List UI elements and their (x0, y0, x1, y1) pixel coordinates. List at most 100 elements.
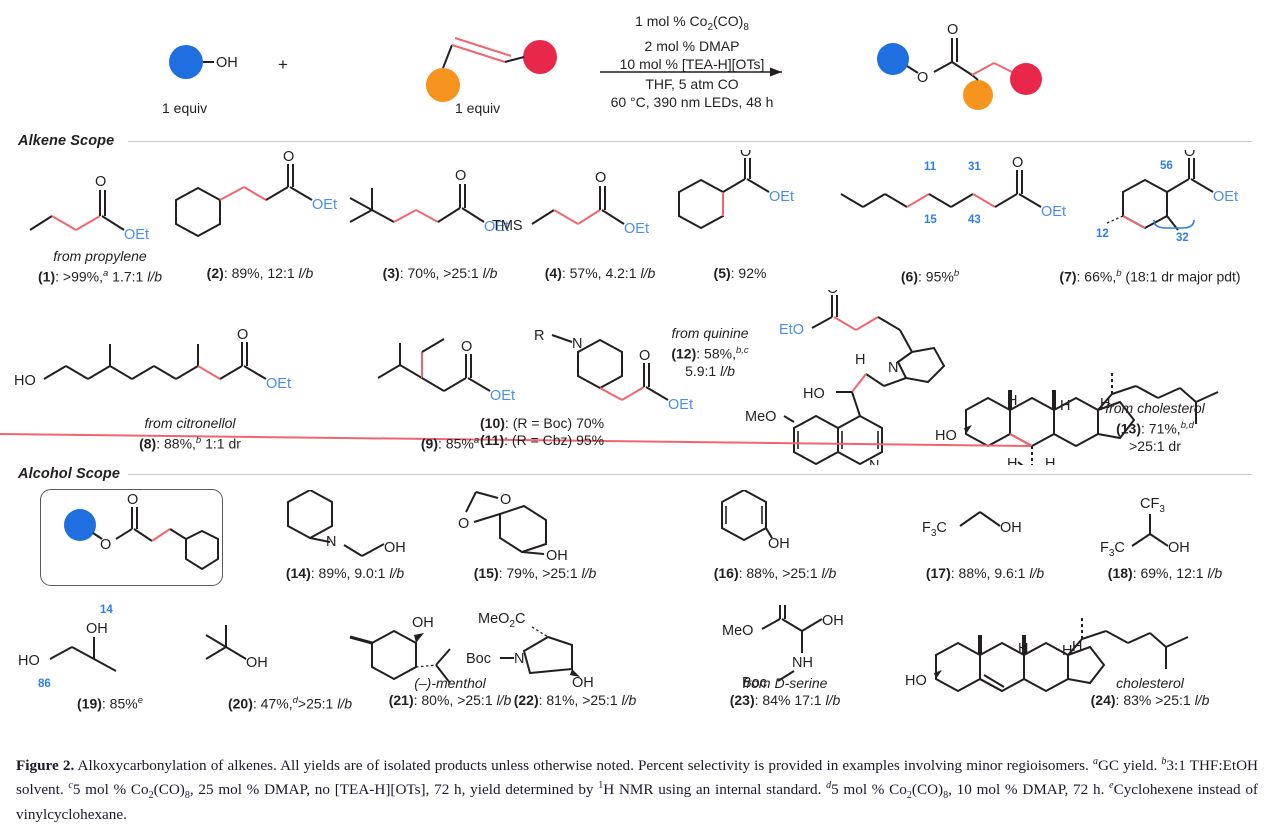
oh-label-19: OH (86, 621, 108, 637)
svg-text:O: O (639, 348, 650, 364)
n-label-22: N (514, 651, 524, 667)
structure-8: HO O OEt (14, 327, 291, 392)
oet-label-9: OEt (490, 388, 515, 404)
structure-generic-alcohol: O O (64, 492, 219, 571)
structure-2: O OEt (175, 150, 337, 238)
oet-label-5: OEt (769, 189, 794, 205)
caption-20: (20): 47%,d>25:1 l/b (227, 695, 353, 712)
cf3-label-18: CF3 (1140, 496, 1165, 515)
structure-3: O OEt (349, 168, 509, 235)
f3c-label-17: F3C (922, 520, 947, 539)
caption-21: (–)-menthol (21): 80%, >25:1 l/b (388, 675, 512, 708)
caption-19: (19): 85%e (76, 695, 144, 712)
caption-3: (3): 70%, >25:1 l/b (382, 265, 498, 281)
oh-label-18: OH (1168, 540, 1190, 556)
tms-label: TMS (492, 218, 523, 234)
condition-line-2: 2 mol % DMAP (644, 37, 740, 54)
oet-label-10: OEt (668, 397, 693, 413)
section-label-alcohol: Alcohol Scope (18, 466, 121, 482)
svg-text:O: O (283, 150, 294, 165)
oet-label-4: OEt (624, 221, 649, 237)
ho-label-8: HO (14, 373, 36, 389)
figure-title: Alkoxycarbonylation of alkenes. (77, 757, 277, 775)
meo-label-23: MeO (722, 623, 753, 639)
boc-label-23: Boc (742, 675, 767, 691)
svg-text:O: O (95, 174, 106, 190)
section-rule-alcohol (128, 474, 1252, 475)
alcohol-row-2: HO OH OH OH MeO2C Boc N OH MeO (18, 605, 1189, 693)
conditions-above: 1 mol % Co2(CO)8 2 mol % DMAP 10 mol % [… (572, 12, 812, 73)
oet-label-1: OEt (124, 227, 149, 243)
caption-4: (4): 57%, 4.2:1 l/b (544, 265, 656, 281)
red-sphere-alkene (523, 40, 557, 74)
structure-23: MeO OH NH Boc (722, 605, 844, 691)
ho-label-13: HO (935, 428, 957, 444)
structure-24: HO H H H (905, 617, 1189, 693)
ho-label-19: HO (18, 653, 40, 669)
n-label-quin: N (888, 360, 898, 376)
oh-label-15: OH (546, 548, 568, 564)
blue-sphere-product (877, 43, 909, 75)
svg-text:O: O (458, 516, 469, 532)
condition-line-3: 10 mol % [TEA-H][OTs] (619, 55, 765, 72)
ho-label-12: HO (803, 386, 825, 402)
caption-2: (2): 89%, 12:1 l/b (206, 265, 314, 281)
svg-text:H: H (1060, 398, 1070, 414)
svg-text:O: O (127, 492, 138, 508)
blue-sphere-generic (64, 509, 96, 541)
caption-13: from cholesterol (13): 71%,b,d >25:1 dr (1105, 400, 1205, 454)
reaction-scheme: OH + O O (169, 22, 1042, 110)
selectivity-7-b: 12 (1096, 228, 1109, 240)
structure-20: OH (205, 625, 268, 671)
alkene-row-2: HO O OEt O OEt R N (0, 290, 1219, 465)
svg-text:H: H (1007, 456, 1017, 465)
caption-12: from quinine (12): 58%,b,c 5.9:1 l/b (671, 325, 749, 379)
selectivity-7-a: 56 (1160, 160, 1173, 172)
h-label-quin: H (855, 352, 865, 368)
oet-label-3: OEt (484, 219, 509, 235)
caption-22: (22): 81%, >25:1 l/b (513, 692, 637, 708)
structure-17: F3C OH (922, 511, 1022, 539)
structure-14: N OH (287, 490, 406, 557)
caption-9: (9): 85%a (420, 435, 480, 452)
caption-17: (17): 88%, 9.6:1 l/b (925, 565, 1045, 581)
selectivity-6-c: 15 (924, 214, 937, 226)
structure-1: O OEt (29, 174, 149, 243)
structure-10-11: R N O OEt (534, 328, 693, 413)
caption-14: (14): 89%, 9.0:1 l/b (285, 565, 405, 581)
oh-label-20: OH (246, 655, 268, 671)
eto-label-12: EtO (779, 322, 804, 338)
oh-label-14: OH (384, 540, 406, 556)
structure-4: TMS O OEt (492, 170, 649, 237)
selectivity-19-a: 14 (100, 604, 113, 616)
caption-6: (6): 95%b (900, 268, 960, 285)
caption-7: (7): 66%,b (18:1 dr major pdt) (1059, 268, 1241, 285)
n-label-14: N (326, 534, 336, 550)
structure-12-quinine: EtO O N H HO N MeO (745, 290, 946, 465)
generic-product-box (40, 489, 223, 586)
svg-text:H: H (1100, 396, 1110, 412)
structure-15: O O OH (458, 491, 568, 564)
equiv-right: 1 equiv (455, 100, 501, 116)
svg-text:O: O (1184, 150, 1195, 160)
alcohol-oh-label: OH (216, 55, 238, 71)
orange-sphere-product (963, 80, 993, 110)
svg-text:O: O (740, 150, 751, 160)
svg-text:O: O (461, 339, 472, 355)
oh-label-16: OH (768, 536, 790, 552)
svg-text:O: O (500, 492, 511, 508)
structure-21: OH (349, 615, 451, 684)
oh-label-22: OH (572, 675, 594, 691)
n-label-pip: N (572, 336, 582, 352)
structure-13-cholesterol: HO H H H H H EtO O (0, 372, 1219, 465)
caption-1: from propylene (1)(1): >99%,: >99%,a 1.7… (37, 248, 163, 285)
caption-18: (18): 69%, 12:1 l/b (1107, 565, 1223, 581)
product-ester-o: O (917, 70, 928, 86)
plus-sign: + (278, 55, 288, 74)
boc-label-22: Boc (466, 651, 491, 667)
orange-sphere-alkene (426, 68, 460, 102)
svg-text:H: H (1062, 643, 1072, 659)
meo2c-label-22: MeO2C (478, 611, 525, 630)
svg-text:H: H (1018, 641, 1028, 657)
